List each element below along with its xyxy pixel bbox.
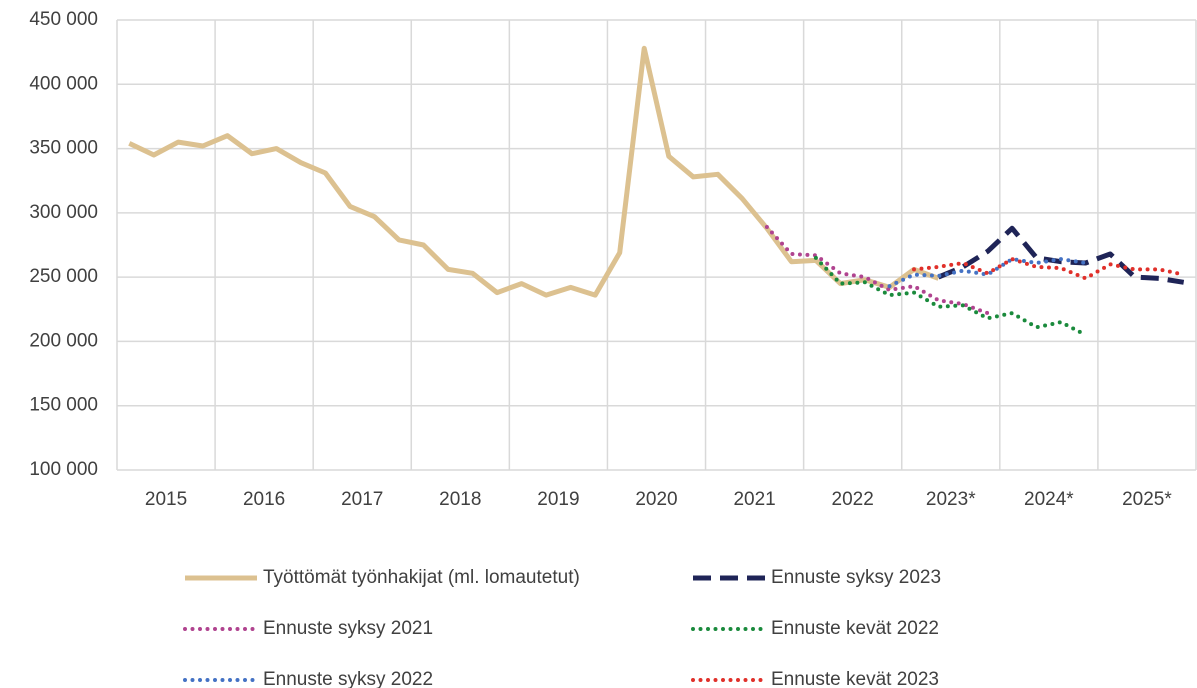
legend-label: Työttömät työnhakijat (ml. lomautetut) [263, 567, 580, 588]
x-tick-label: 2015 [145, 489, 187, 510]
x-tick-label: 2024* [1024, 489, 1074, 510]
y-tick-label: 450 000 [29, 9, 98, 30]
y-tick-label: 400 000 [29, 73, 98, 94]
x-tick-label: 2023* [926, 489, 976, 510]
legend-label: Ennuste syksy 2021 [263, 618, 433, 639]
x-tick-label: 2017 [341, 489, 383, 510]
x-tick-label: 2016 [243, 489, 285, 510]
legend-label: Ennuste kevät 2022 [771, 618, 939, 639]
x-tick-label: 2025* [1122, 489, 1172, 510]
series-line [912, 257, 1186, 281]
series-line [887, 257, 1088, 289]
y-tick-label: 150 000 [29, 395, 98, 416]
series-line [128, 45, 940, 298]
series-line [764, 225, 990, 316]
x-tick-label: 2022 [832, 489, 874, 510]
legend-label: Ennuste kevät 2023 [771, 669, 939, 688]
legend-label: Ennuste syksy 2022 [263, 669, 433, 688]
y-tick-label: 200 000 [29, 330, 98, 351]
x-tick-label: 2021 [733, 489, 775, 510]
x-tick-label: 2020 [635, 489, 677, 510]
legend-label: Ennuste syksy 2023 [771, 567, 941, 588]
series-line [937, 225, 1185, 285]
y-tick-label: 350 000 [29, 138, 98, 159]
y-tick-label: 250 000 [29, 266, 98, 287]
x-tick-label: 2019 [537, 489, 579, 510]
y-tick-label: 300 000 [29, 202, 98, 223]
y-tick-label: 100 000 [29, 459, 98, 480]
x-tick-label: 2018 [439, 489, 481, 510]
